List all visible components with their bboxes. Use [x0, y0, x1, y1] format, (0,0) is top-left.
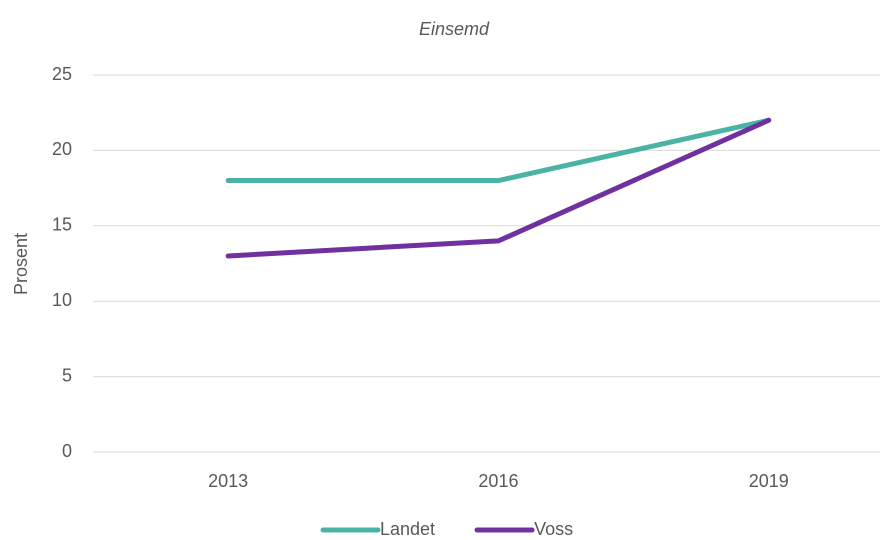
y-tick-label: 15	[52, 215, 72, 235]
y-tick-label: 10	[52, 290, 72, 310]
y-axis-label: Prosent	[11, 233, 31, 295]
line-series	[225, 117, 772, 259]
line-series	[225, 117, 772, 184]
chart-title: Einsemd	[419, 19, 490, 39]
y-tick-label: 5	[62, 365, 72, 385]
x-tick-label: 2016	[478, 471, 518, 491]
x-tick-label: 2013	[208, 471, 248, 491]
y-tick-label: 0	[62, 441, 72, 461]
legend-label: Voss	[534, 519, 573, 539]
y-tick-label: 20	[52, 139, 72, 159]
legend-label: Landet	[380, 519, 435, 539]
y-tick-label: 25	[52, 64, 72, 84]
x-tick-label: 2019	[749, 471, 789, 491]
